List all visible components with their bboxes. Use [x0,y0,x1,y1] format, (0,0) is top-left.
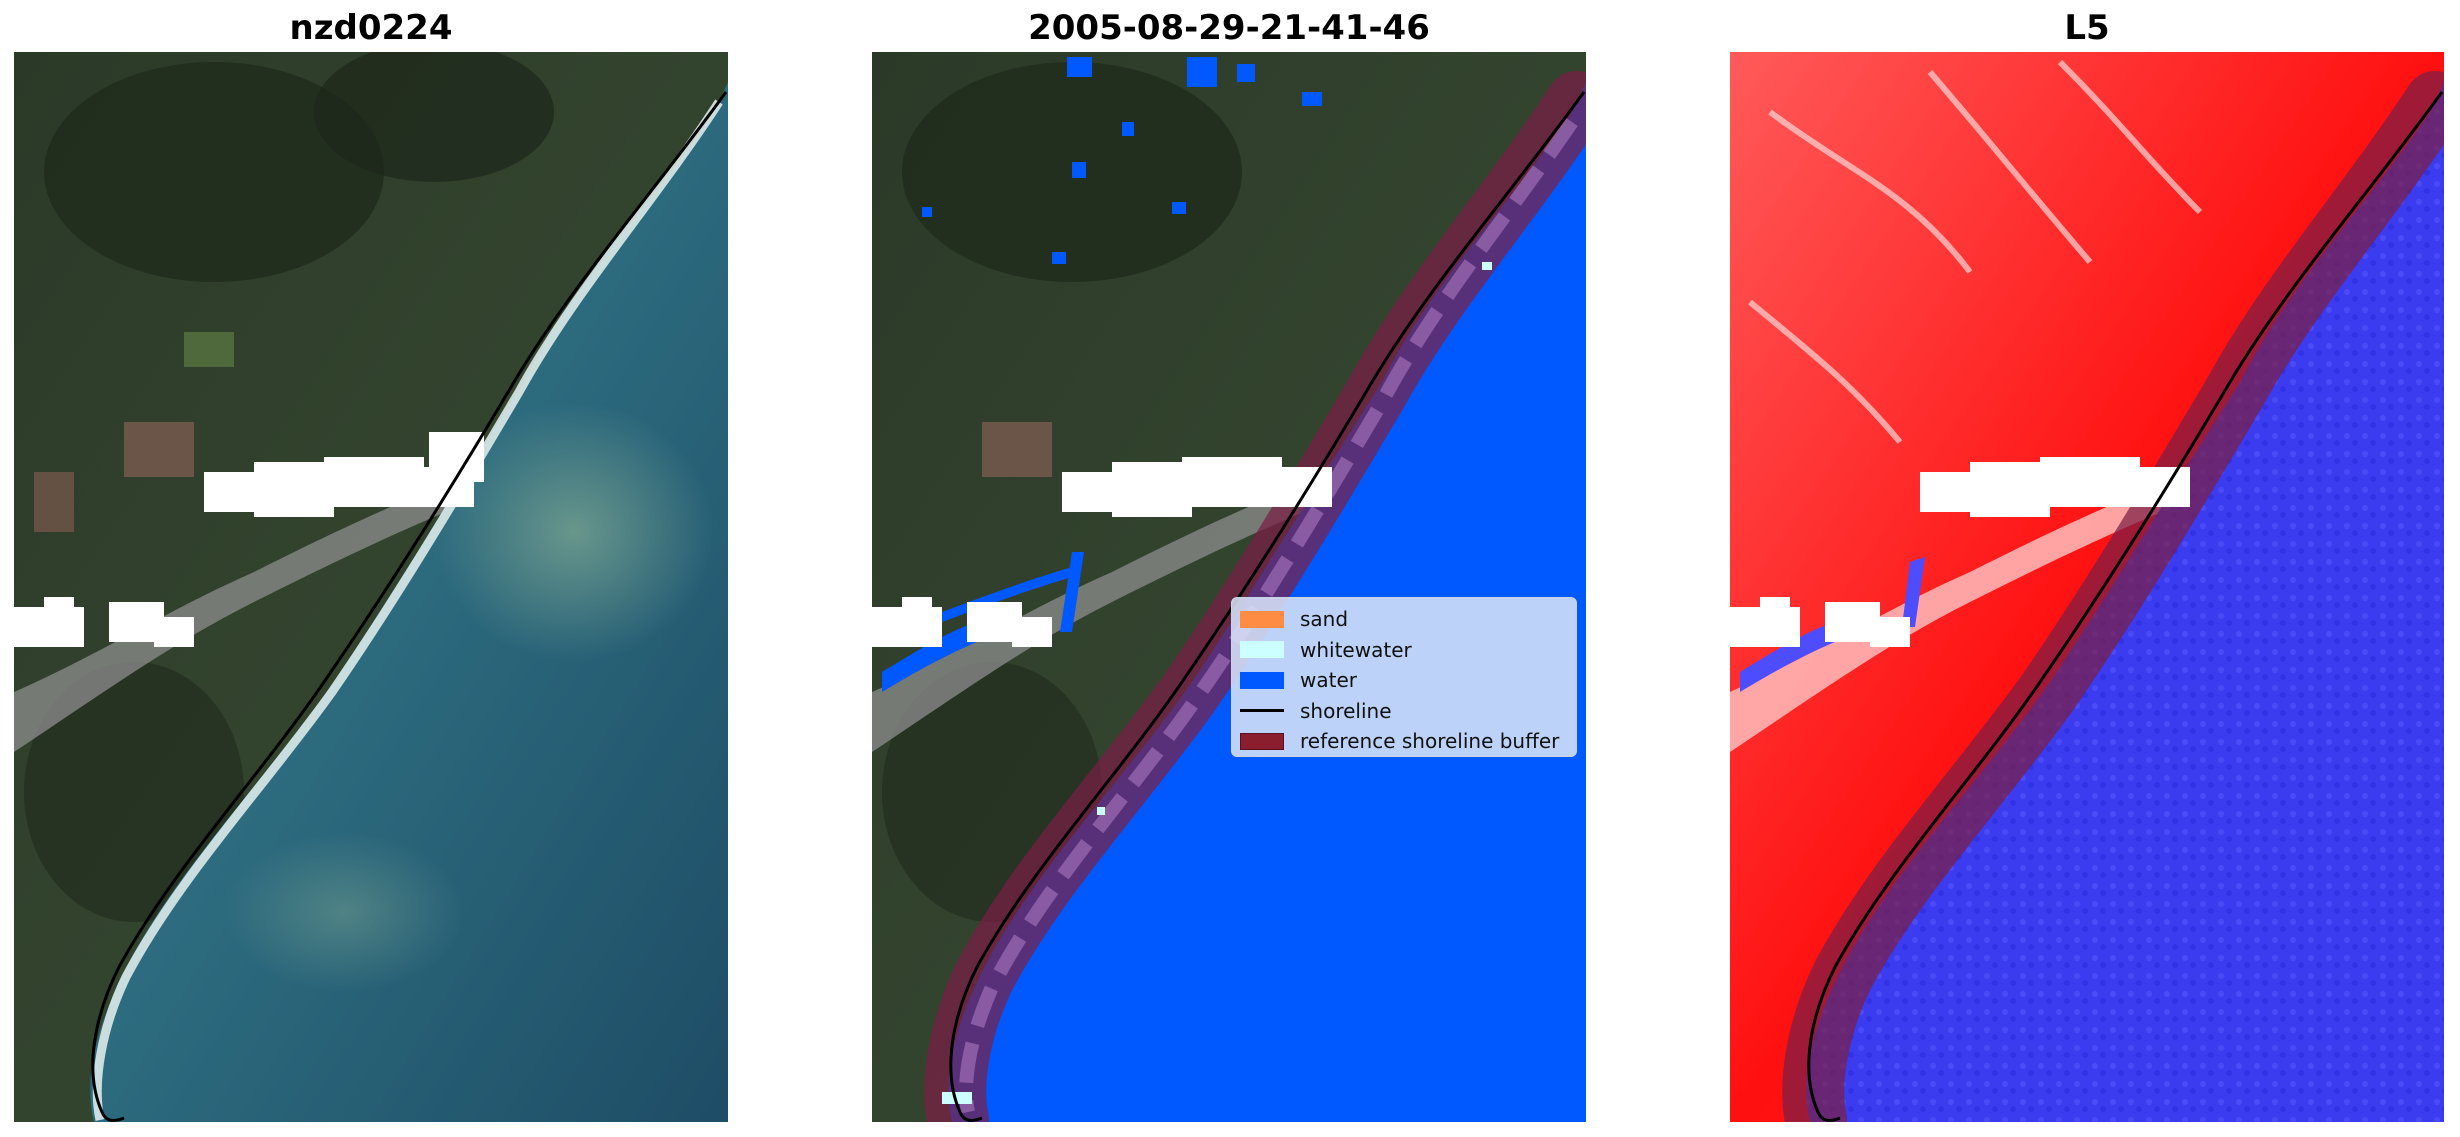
surf-zone [92,99,723,1121]
legend-item-buffer: reference shoreline buffer [1240,726,1576,757]
river-bed [14,472,494,752]
shoreline-line [1807,91,2444,1122]
index-image [1730,52,2444,1122]
index-panel [1730,52,2444,1122]
rgb-image [14,52,728,1122]
sediment-plume [434,402,714,662]
legend-item-shoreline: shoreline [1240,696,1576,727]
legend-label: water [1300,668,1357,693]
terrain-ridges [1748,59,2203,444]
cloud-mask [1730,457,2190,647]
reference-shoreline-buffer [924,71,1586,1122]
legend-item-sand: sand [1240,604,1576,635]
water-swatch [1240,671,1284,689]
legend: sand whitewater water shoreline referenc… [1231,597,1577,757]
panel-title-classification: 2005-08-29-21-41-46 [1028,8,1430,48]
shoreline-line-swatch [1240,709,1284,713]
legend-label: sand [1300,607,1349,632]
legend-label: shoreline [1300,698,1392,723]
classification-image [872,52,1586,1122]
whitewater-swatch [1240,641,1284,659]
cloud-mask [14,432,484,647]
whitewater-class [942,262,1492,1104]
sand-class [959,118,1578,1114]
cloud-mask [872,457,1332,647]
legend-label: reference shoreline buffer [1300,729,1560,754]
classification-panel [872,52,1586,1122]
rgb-image-panel [14,52,728,1122]
panel-title-rgb: nzd0224 [289,8,453,48]
legend-label: whitewater [1300,637,1412,662]
legend-item-water: water [1240,665,1576,696]
shoreline-line [949,91,1586,1122]
panel-title-index: L5 [2064,8,2110,48]
shoreline-line [91,91,728,1122]
legend-item-whitewater: whitewater [1240,635,1576,666]
ocean-area [90,82,728,1122]
sand-swatch [1240,610,1284,628]
buffer-swatch [1240,732,1284,750]
reference-shoreline-buffer [1782,71,2444,1122]
